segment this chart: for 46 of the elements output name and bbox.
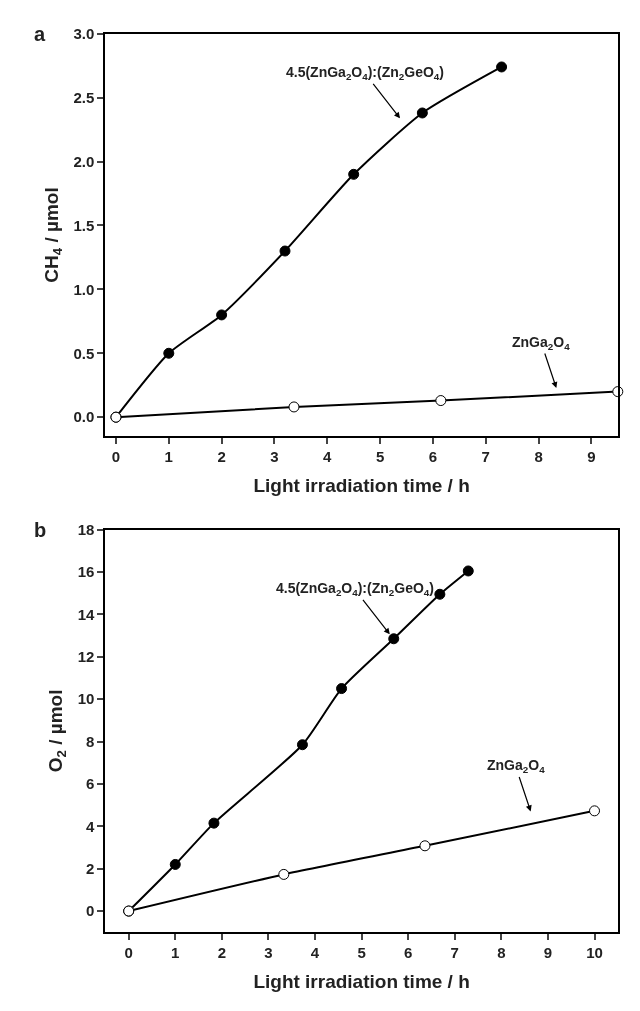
x-tick-label: 2: [217, 944, 227, 962]
y-tick-label: 1.0: [73, 280, 95, 298]
annotation: ZnGa$_{2}$O$_{4}$: [512, 334, 571, 352]
text: 4.5(ZnGa$_{2}$O$_{4}$):(Zn$_{2}$GeO$_{4}$): [276, 580, 434, 598]
y-tick-label: 2.0: [73, 152, 95, 170]
y-tick-label: 2.5: [73, 88, 95, 106]
x-tick-label: 7: [450, 944, 459, 962]
x-tick-label: 2: [217, 448, 226, 466]
x-tick-label: 0: [124, 944, 133, 962]
y-tick-label: 12: [77, 648, 95, 666]
x-tick-label: 6: [404, 944, 413, 962]
y-tick-label: 0.5: [73, 344, 95, 362]
x-tick-label: 4: [310, 944, 320, 962]
y-tick-label: 8: [86, 732, 95, 750]
y-tick-label: 6: [86, 775, 95, 793]
x-tick-label: 1: [171, 944, 180, 962]
x-tick-label: 8: [534, 448, 543, 466]
y-tick-label: 14: [77, 605, 96, 623]
text: 4.5(ZnGa$_{2}$O$_{4}$):(Zn$_{2}$GeO$_{4}$): [286, 64, 444, 82]
x-tick-label: 4: [323, 448, 333, 466]
x-tick-label: 5: [357, 944, 366, 962]
x-tick-label: 6: [428, 448, 438, 466]
x-tick-label: 10: [586, 944, 603, 962]
chart-title: a: [34, 23, 46, 45]
chart-title: b: [34, 519, 47, 541]
y-tick-label: 18: [77, 520, 95, 538]
x-tick-label: 9: [543, 944, 553, 962]
x-axis-title: Light irradiation time / h: [253, 474, 470, 496]
y-tick-label: 3.0: [73, 24, 95, 42]
y-tick-label: 1.5: [73, 216, 95, 234]
x-tick-label: 8: [497, 944, 506, 962]
x-tick-label: 5: [375, 448, 385, 466]
y-tick-label: 16: [77, 563, 95, 581]
x-tick-label: 0: [111, 448, 121, 466]
x-tick-label: 3: [270, 448, 279, 466]
y-tick-label: 10: [77, 690, 95, 708]
x-tick-label: 9: [587, 448, 596, 466]
y-tick-label: 4: [86, 817, 96, 835]
x-axis-title: Light irradiation time / h: [253, 970, 470, 992]
y-tick-label: 0.0: [73, 408, 95, 426]
x-tick-label: 7: [481, 448, 490, 466]
x-tick-label: 1: [164, 448, 173, 466]
y-tick-label: 0: [86, 902, 95, 920]
y-tick-label: 2: [86, 859, 95, 877]
annotation: ZnGa$_{2}$O$_{4}$: [487, 757, 546, 775]
x-tick-label: 3: [264, 944, 273, 962]
